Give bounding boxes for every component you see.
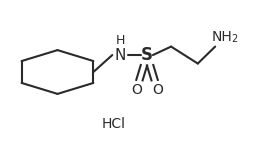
Text: NH: NH <box>211 30 232 44</box>
Text: 2: 2 <box>231 34 238 44</box>
Text: N: N <box>115 48 126 62</box>
Text: HCl: HCl <box>102 117 126 131</box>
Text: O: O <box>152 83 163 97</box>
Text: O: O <box>131 83 142 97</box>
Text: S: S <box>141 46 153 64</box>
Text: H: H <box>116 34 125 47</box>
